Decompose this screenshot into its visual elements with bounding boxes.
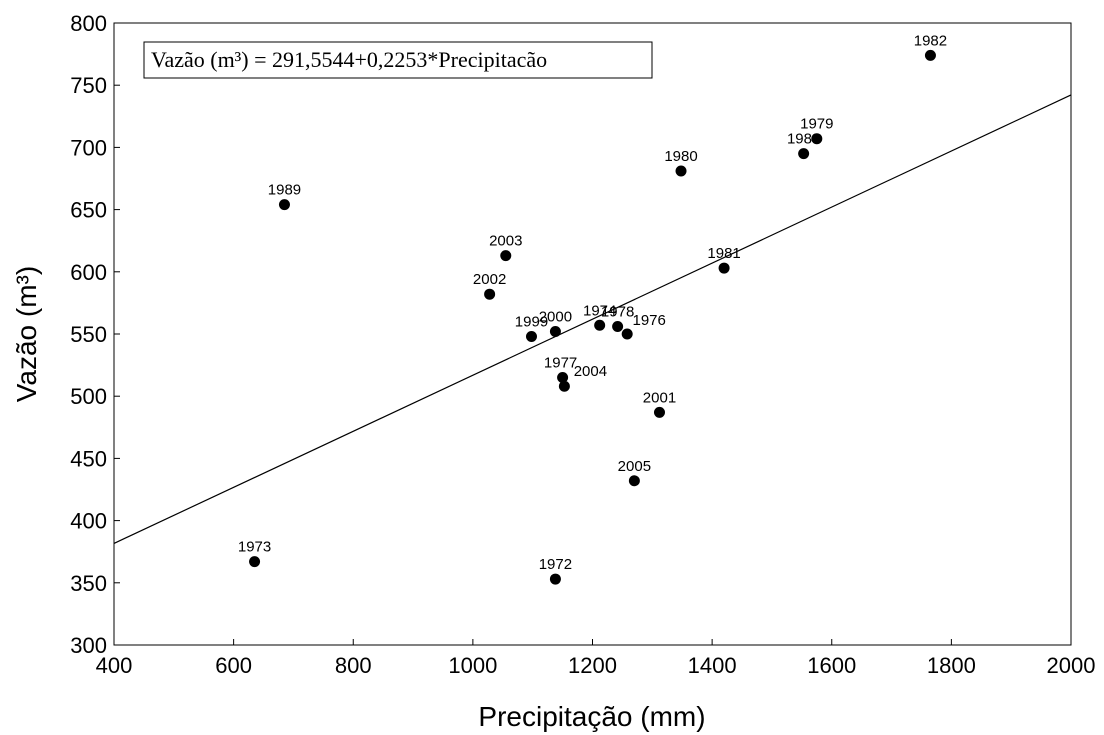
data-points: 1972 1973 1974 1976 1977 1978 1979 1980 1981 1982… bbox=[238, 32, 947, 585]
x-axis-label: Precipitação (mm) bbox=[478, 701, 705, 732]
x-tick-label: 1200 bbox=[568, 653, 617, 678]
data-point bbox=[278, 199, 290, 211]
point-label: 1974 bbox=[583, 302, 616, 319]
x-tick-label: 600 bbox=[215, 653, 252, 678]
point-label: 2002 bbox=[473, 271, 506, 288]
point-label: 1982 bbox=[914, 32, 947, 49]
x-tick-label: 800 bbox=[335, 653, 372, 678]
data-point bbox=[718, 262, 730, 274]
point-label: 2003 bbox=[489, 233, 522, 250]
x-tick-label: 1600 bbox=[807, 653, 856, 678]
point-label: 1981 bbox=[707, 245, 740, 262]
data-point bbox=[621, 328, 633, 340]
data-point bbox=[249, 556, 261, 568]
data-point bbox=[484, 288, 496, 300]
point-label: 1983 bbox=[787, 131, 820, 148]
point-label: 2004 bbox=[574, 363, 607, 380]
equation-text: Vazão (m³) = 291,5544+0,2253*Precipitacã… bbox=[151, 47, 547, 72]
point-label: 2000 bbox=[539, 309, 572, 326]
equation-frame bbox=[143, 41, 653, 79]
x-tick-label: 1000 bbox=[448, 653, 497, 678]
x-tick-label: 400 bbox=[96, 653, 133, 678]
data-point bbox=[558, 380, 570, 392]
y-tick-label: 450 bbox=[70, 446, 107, 471]
x-tick-label: 1400 bbox=[688, 653, 737, 678]
y-axis-ticks: 300 350 400 450 500 550 600 650 700 750 800 bbox=[70, 11, 120, 658]
y-tick-label: 650 bbox=[70, 198, 107, 223]
y-tick-label: 350 bbox=[70, 571, 107, 596]
y-tick-label: 500 bbox=[70, 384, 107, 409]
data-point bbox=[924, 49, 936, 61]
point-label: 2001 bbox=[643, 389, 676, 406]
data-point bbox=[612, 321, 624, 333]
y-tick-label: 600 bbox=[70, 260, 107, 285]
x-tick-label: 2000 bbox=[1047, 653, 1096, 678]
data-point bbox=[798, 148, 810, 160]
data-point bbox=[500, 250, 512, 262]
data-point bbox=[811, 133, 823, 145]
x-axis-ticks: 400 600 800 1000 1200 1400 1600 1800 2000 bbox=[96, 639, 1096, 678]
equation-box: Vazão (m³) = 291,5544+0,2253*Precipitacã… bbox=[143, 41, 653, 79]
point-label: 2005 bbox=[618, 458, 651, 475]
y-tick-label: 750 bbox=[70, 73, 107, 98]
data-point bbox=[653, 406, 665, 418]
y-tick-label: 550 bbox=[70, 322, 107, 347]
data-point bbox=[675, 165, 687, 177]
data-point bbox=[628, 475, 640, 487]
y-axis-label: Vazão (m³) bbox=[11, 266, 42, 402]
y-tick-label: 800 bbox=[70, 11, 107, 36]
data-point bbox=[557, 372, 569, 384]
y-tick-label: 300 bbox=[70, 633, 107, 658]
data-point bbox=[525, 330, 537, 342]
data-point bbox=[549, 326, 561, 338]
point-label: 1978 bbox=[601, 304, 634, 321]
point-label: 1999 bbox=[515, 313, 548, 330]
x-tick-label: 1800 bbox=[927, 653, 976, 678]
y-tick-label: 700 bbox=[70, 135, 107, 160]
point-label: 1979 bbox=[800, 116, 833, 133]
point-label: 1973 bbox=[238, 539, 271, 556]
y-tick-label: 400 bbox=[70, 509, 107, 534]
data-point bbox=[594, 319, 606, 331]
point-label: 1976 bbox=[633, 312, 666, 329]
point-label: 1977 bbox=[544, 355, 577, 372]
point-label: 1980 bbox=[664, 148, 697, 165]
regression-line bbox=[113, 94, 1072, 544]
point-label: 1989 bbox=[268, 182, 301, 199]
point-label: 1972 bbox=[539, 556, 572, 573]
data-point bbox=[549, 573, 561, 585]
